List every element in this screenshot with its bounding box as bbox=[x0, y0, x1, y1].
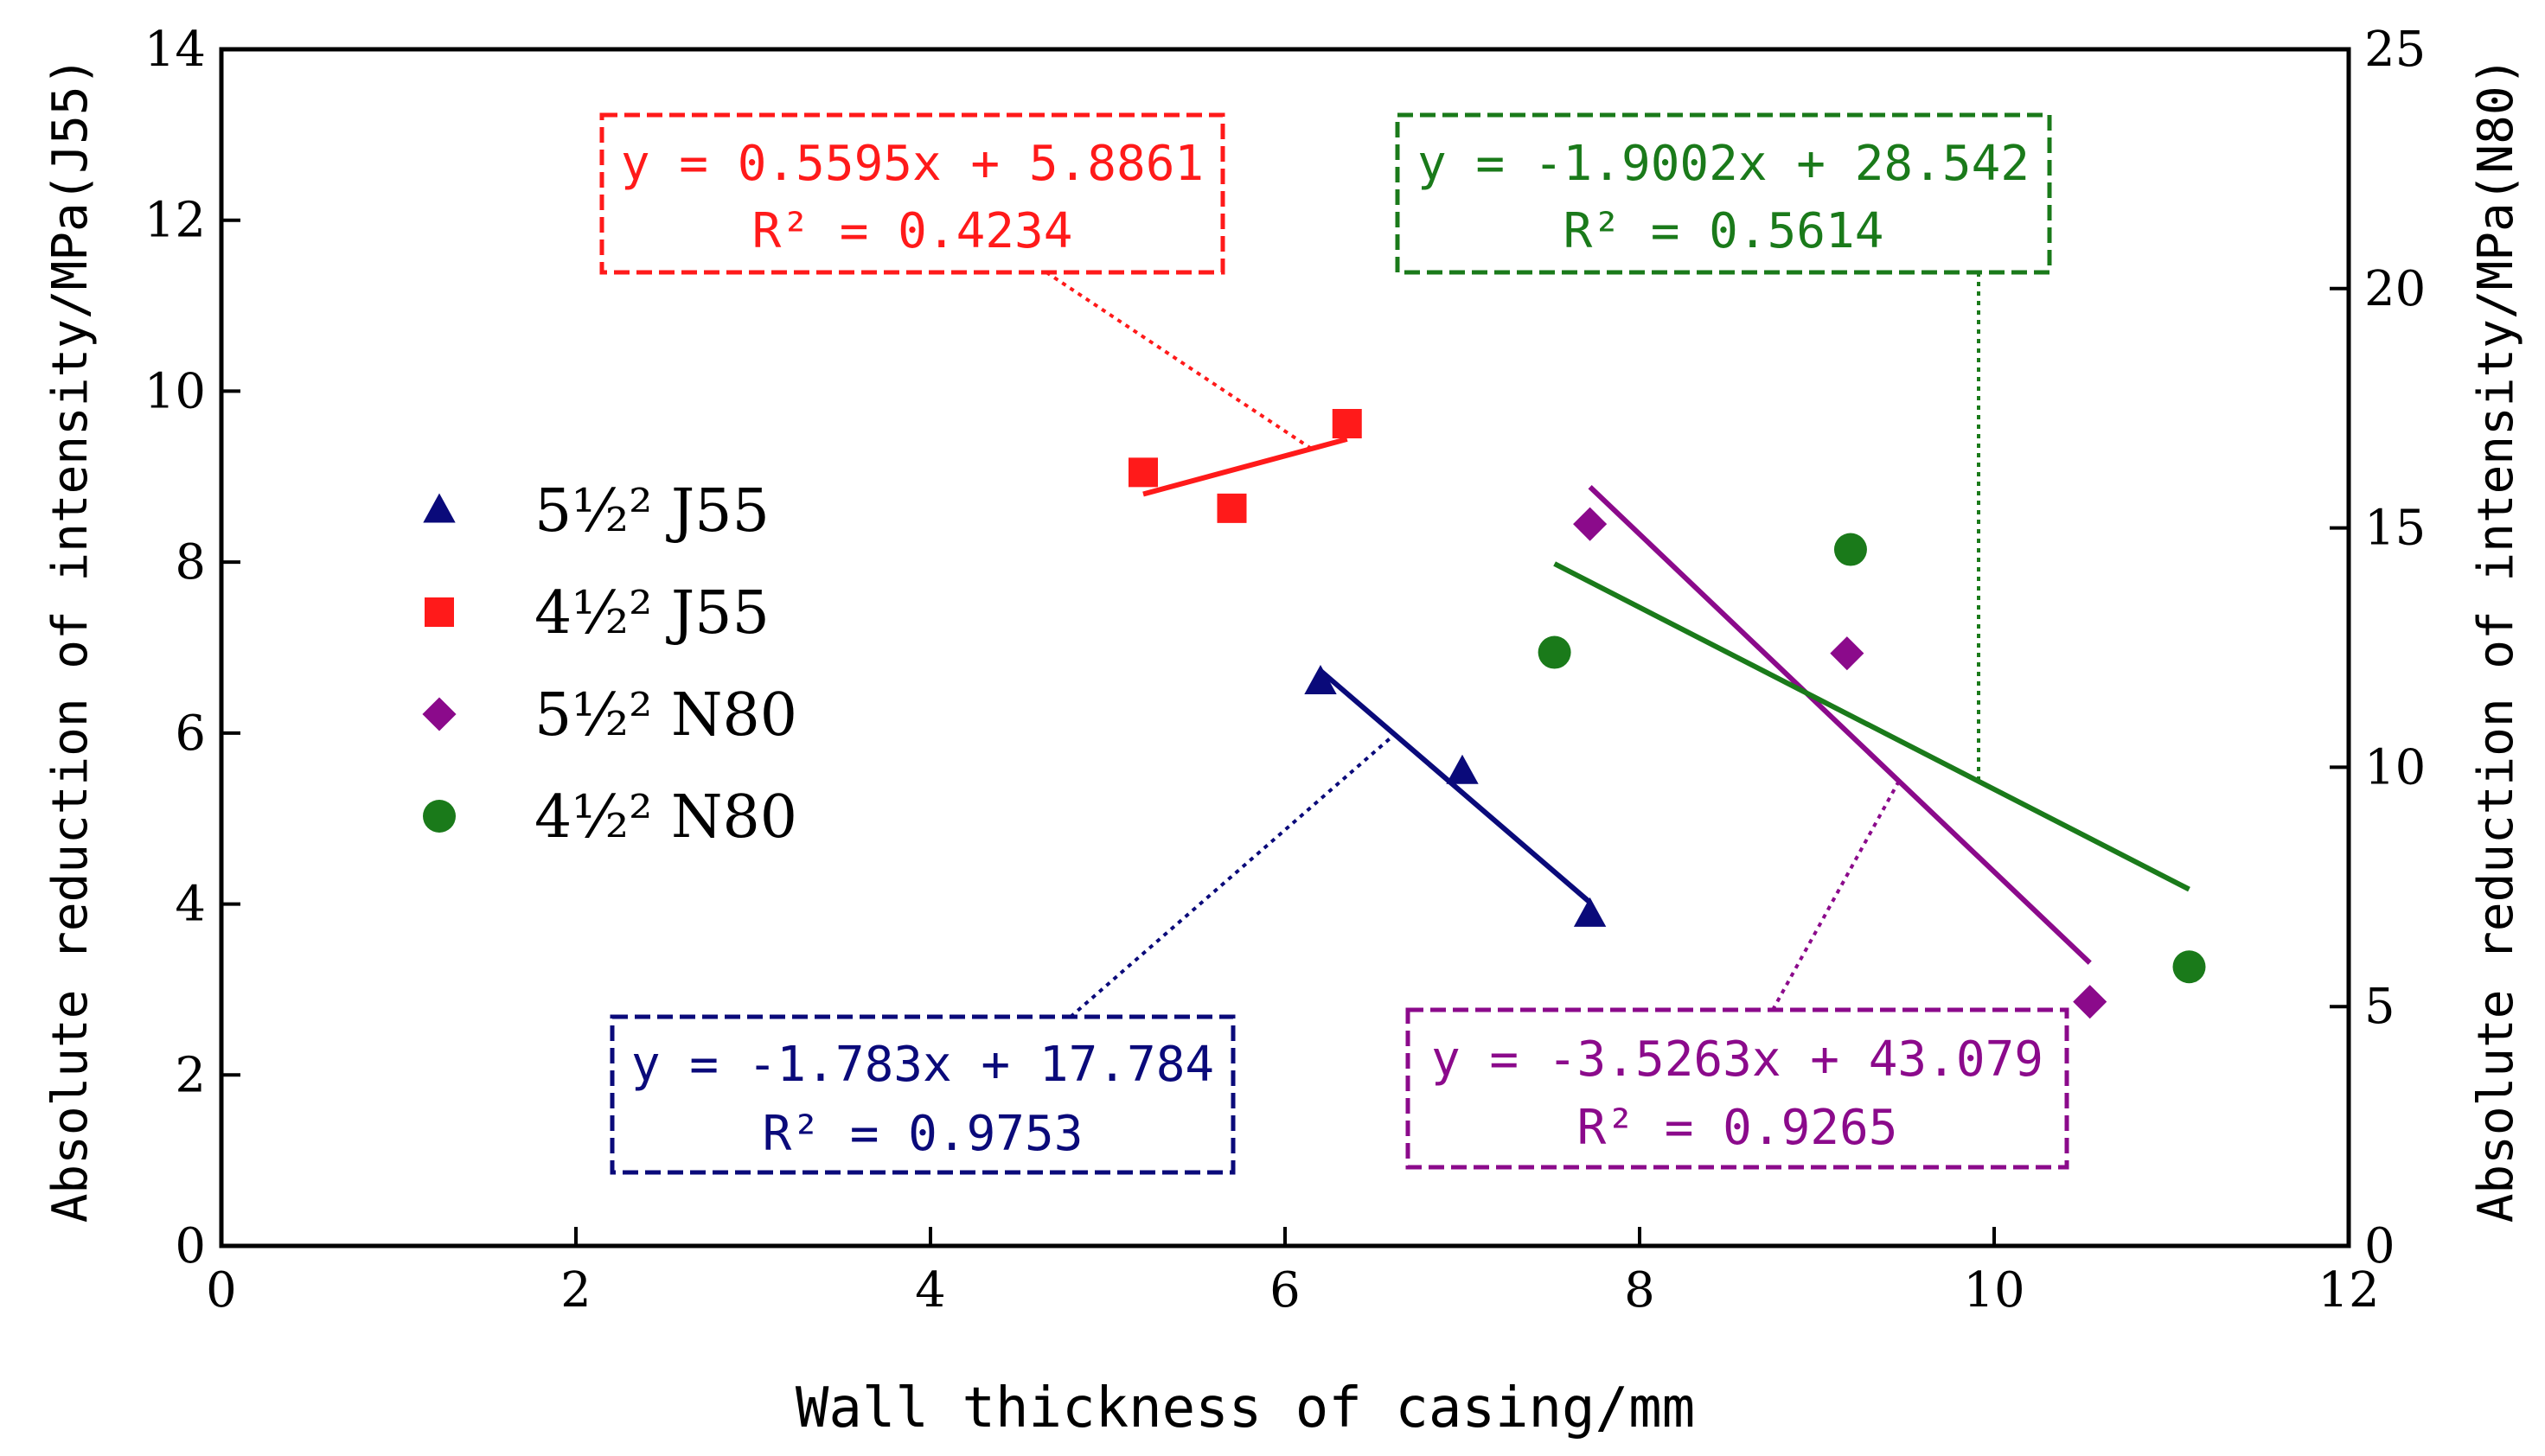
equation-box bbox=[610, 1014, 1236, 1175]
legend-marker bbox=[425, 597, 454, 627]
x-tick-label: 0 bbox=[206, 1262, 237, 1319]
y-right-tick-label: 25 bbox=[2364, 22, 2426, 78]
legend-label: 4½² J55 bbox=[534, 579, 770, 648]
x-tick-label: 2 bbox=[560, 1262, 591, 1319]
y-left-tick-label: 0 bbox=[175, 1218, 206, 1274]
x-tick-label: 4 bbox=[915, 1262, 946, 1319]
r-squared-label: R² = 0.9753 bbox=[763, 1106, 1084, 1162]
y-left-tick-label: 12 bbox=[144, 193, 206, 249]
data-point bbox=[2073, 985, 2107, 1019]
r-squared-label: R² = 0.5614 bbox=[1563, 203, 1884, 259]
y-left-tick-label: 10 bbox=[144, 363, 206, 419]
data-point bbox=[1573, 507, 1608, 541]
data-point bbox=[1573, 897, 1607, 927]
y-left-tick-label: 14 bbox=[144, 22, 206, 78]
trendline-equation: y = -1.9002x + 28.542 bbox=[1417, 136, 2030, 192]
y-left-tick-label: 8 bbox=[175, 534, 206, 591]
equation-leader-line bbox=[1069, 733, 1396, 1019]
equation-box bbox=[1405, 1007, 2069, 1170]
y-right-tick-label: 15 bbox=[2364, 501, 2426, 557]
legend-marker bbox=[423, 493, 456, 523]
y-left-tick-label: 2 bbox=[175, 1047, 206, 1103]
y-axis-title-left: Absolute reduction of intensity/MPa(J55) bbox=[42, 57, 99, 1223]
data-point bbox=[1538, 635, 1571, 669]
trendline-equation: y = -3.5263x + 43.079 bbox=[1431, 1031, 2043, 1088]
equation-box bbox=[1395, 112, 2052, 275]
y-right-tick-label: 20 bbox=[2364, 261, 2426, 317]
data-point bbox=[1446, 754, 1479, 784]
trendline bbox=[1553, 561, 2190, 892]
x-tick-label: 12 bbox=[2318, 1262, 2379, 1319]
legend-label: 4½² N80 bbox=[534, 783, 797, 852]
equation-leader-line bbox=[1045, 271, 1314, 451]
legend-marker bbox=[422, 697, 457, 731]
data-point bbox=[2172, 950, 2206, 984]
data-point bbox=[1304, 664, 1337, 694]
trendline bbox=[1319, 668, 1592, 904]
equation-box bbox=[599, 112, 1225, 275]
data-point bbox=[1830, 636, 1864, 671]
y-right-tick-label: 0 bbox=[2364, 1218, 2395, 1274]
r-squared-label: R² = 0.9265 bbox=[1577, 1100, 1898, 1156]
legend-marker bbox=[423, 800, 456, 833]
legend-label: 5½² J55 bbox=[534, 477, 770, 546]
trendline-equation: y = 0.5595x + 5.8861 bbox=[621, 136, 1204, 192]
y-axis-title-right: Absolute reduction of intensity/MPa(N80) bbox=[2468, 57, 2524, 1223]
y-right-tick-label: 10 bbox=[2364, 739, 2426, 795]
y-left-tick-label: 4 bbox=[175, 877, 206, 933]
trendline-equation: y = -1.783x + 17.784 bbox=[631, 1037, 1214, 1093]
r-squared-label: R² = 0.4234 bbox=[752, 203, 1073, 259]
trendline bbox=[1142, 436, 1348, 497]
y-right-tick-label: 5 bbox=[2364, 979, 2395, 1035]
x-tick-label: 8 bbox=[1624, 1262, 1655, 1319]
x-axis-title: Wall thickness of casing/mm bbox=[796, 1376, 1695, 1440]
data-point bbox=[1129, 457, 1158, 488]
data-point bbox=[1833, 533, 1867, 566]
data-point bbox=[1217, 493, 1247, 523]
x-tick-label: 10 bbox=[1963, 1262, 2024, 1319]
data-point bbox=[1332, 408, 1362, 438]
trendline bbox=[1588, 485, 2092, 965]
equation-leader-line bbox=[1771, 782, 1900, 1011]
y-left-tick-label: 6 bbox=[175, 706, 206, 762]
x-tick-label: 6 bbox=[1269, 1262, 1301, 1319]
legend-label: 5½² N80 bbox=[534, 681, 797, 750]
